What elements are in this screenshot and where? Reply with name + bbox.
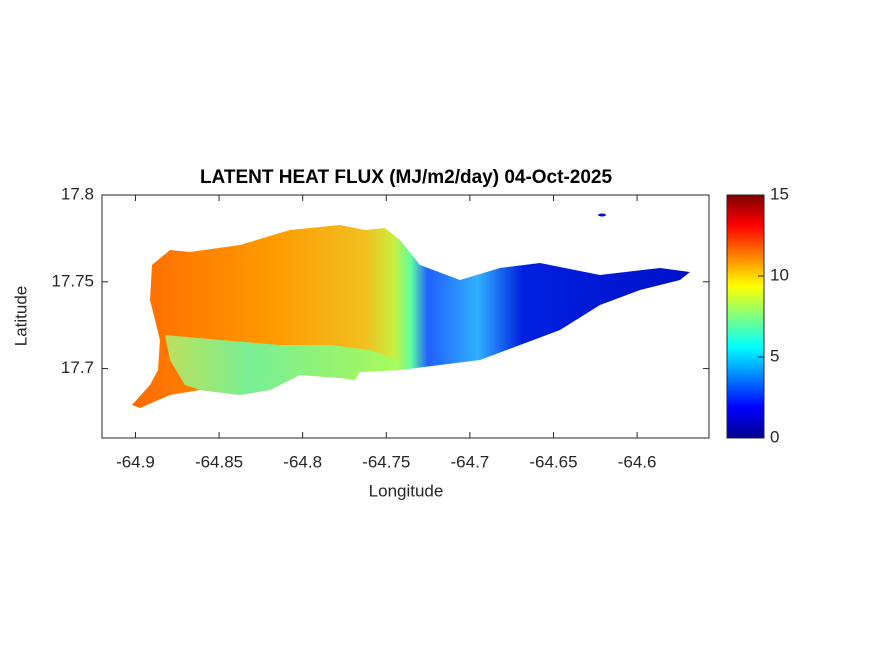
colorbar-tick-label: 5 (770, 346, 779, 365)
y-tick-label: 17.75 (51, 271, 94, 290)
x-tick-label: -64.6 (618, 452, 657, 471)
island-south (165, 335, 400, 395)
x-tick-label: -64.7 (451, 452, 490, 471)
islet (598, 213, 606, 217)
colorbar-tick-label: 0 (770, 427, 779, 446)
y-tick-label: 17.7 (61, 358, 94, 377)
chart-title: LATENT HEAT FLUX (MJ/m2/day) 04-Oct-2025 (200, 167, 613, 188)
colorbar (726, 194, 765, 439)
colorbar-tick-label: 10 (770, 265, 789, 284)
x-tick-label: -64.75 (362, 452, 410, 471)
colorbar-tick-label: 15 (770, 184, 789, 203)
y-axis-label: Latitude (11, 286, 30, 347)
x-tick-label: -64.8 (283, 452, 322, 471)
x-tick-label: -64.85 (195, 452, 243, 471)
x-tick-label: -64.65 (529, 452, 577, 471)
x-tick-label: -64.9 (116, 452, 155, 471)
x-axis-label: Longitude (369, 481, 444, 500)
y-tick-label: 17.8 (61, 184, 94, 203)
axes-box (101, 194, 710, 439)
